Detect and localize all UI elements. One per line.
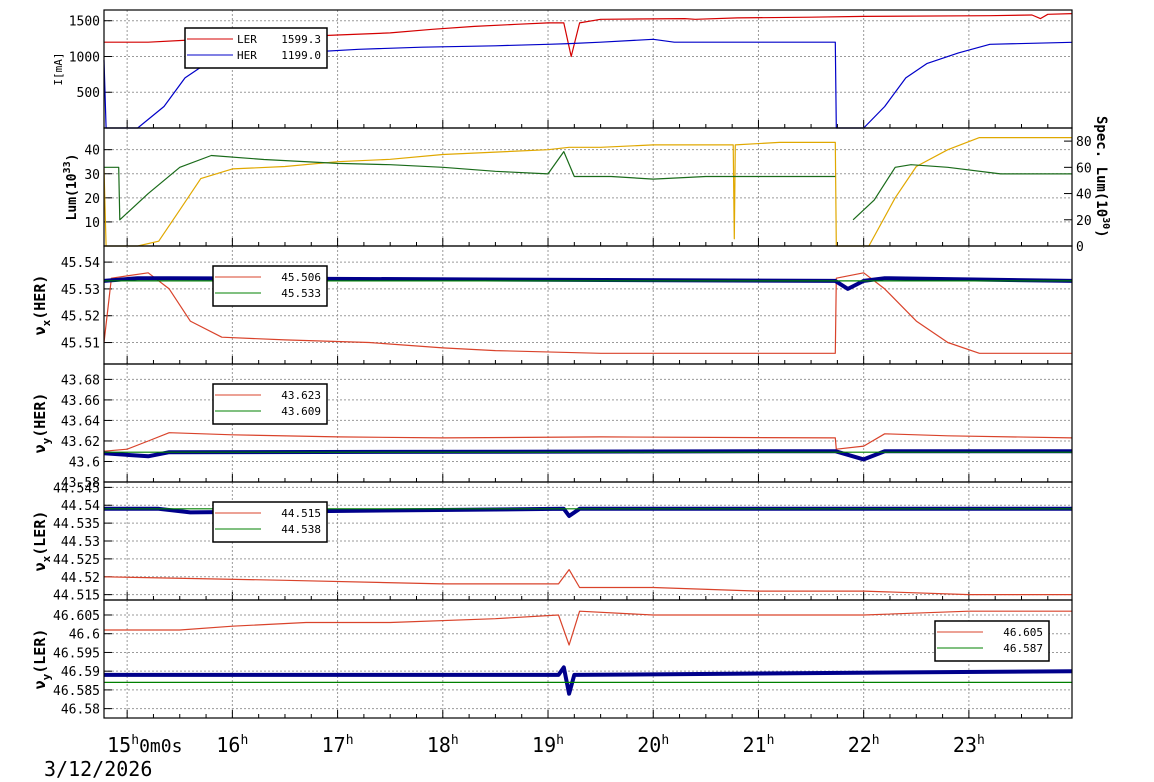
legend-nux_ler: 44.515 44.538 bbox=[212, 501, 328, 543]
y-tick-label: 43.6 bbox=[69, 455, 100, 470]
series-line-Lum bbox=[103, 137, 1072, 247]
y-tick-label: 46.6 bbox=[69, 628, 100, 643]
legend-nux_her: 45.506 45.533 bbox=[212, 265, 328, 307]
y-tick-label: 45.52 bbox=[61, 310, 100, 325]
series-line-set bbox=[104, 610, 1072, 646]
x-tick-label: 22h bbox=[848, 733, 880, 757]
x-tick-label: 15h0m0s bbox=[107, 733, 182, 757]
legend-value: 46.605 bbox=[1003, 626, 1043, 639]
legend-box bbox=[212, 501, 328, 543]
legend-value: 46.587 bbox=[1003, 642, 1043, 655]
y-axis-label: I[mA] bbox=[52, 52, 65, 85]
x-tick-label: 18h bbox=[427, 733, 459, 757]
panel-current: 500 1000 1500 I[mA] LER 1599.3 HER 1199.0 bbox=[52, 9, 1073, 129]
panel-frame bbox=[103, 599, 1073, 719]
series-line-set bbox=[103, 432, 1073, 452]
x-tick-label: 16h bbox=[216, 733, 248, 757]
series-line-set bbox=[103, 272, 1072, 354]
right-y-tick-label: 80 bbox=[1076, 135, 1092, 150]
legend-name: LER bbox=[237, 33, 257, 46]
legend-value: 44.538 bbox=[281, 523, 321, 536]
panel-nux_ler: 44.515 44.52 44.525 44.53 44.535 44.54 44.545ν… bbox=[31, 481, 1073, 604]
y-tick-label: 44.54 bbox=[61, 499, 100, 514]
y-tick-label: 44.52 bbox=[61, 571, 100, 586]
y-tick-label: 45.53 bbox=[61, 283, 100, 298]
right-y-tick-label: 20 bbox=[1076, 214, 1092, 229]
y-axis-label: νx(LER) bbox=[31, 511, 53, 572]
legend-box bbox=[212, 383, 328, 425]
panel-frame bbox=[103, 127, 1073, 247]
y-axis-label: Lum(1033) bbox=[62, 154, 80, 221]
series-line-HER bbox=[103, 38, 1073, 129]
y-tick-label: 45.54 bbox=[61, 256, 100, 271]
panel-nuy_her: 43.58 43.6 43.62 43.64 43.66 43.68 νy(HER) 43.6… bbox=[31, 363, 1073, 491]
legend-current: LER 1599.3 HER 1199.0 bbox=[184, 27, 328, 69]
series-line-meas bbox=[103, 276, 1073, 291]
right-y-tick-label: 0 bbox=[1076, 240, 1084, 255]
y-tick-label: 1500 bbox=[69, 15, 100, 30]
y-tick-label: 30 bbox=[84, 168, 100, 183]
legend-value: 44.515 bbox=[281, 507, 321, 520]
legend-name: HER bbox=[237, 49, 257, 62]
date-label: 3/12/2026 bbox=[44, 757, 152, 781]
y-axis-label: νy(HER) bbox=[31, 393, 53, 454]
legend-value: 1599.3 bbox=[281, 33, 321, 46]
x-tick-label: 19h bbox=[532, 733, 564, 757]
y-tick-label: 46.595 bbox=[53, 646, 100, 661]
y-tick-label: 46.59 bbox=[61, 665, 100, 680]
y-tick-label: 20 bbox=[84, 192, 100, 207]
right-y-tick-label: 60 bbox=[1076, 161, 1092, 176]
y-tick-label: 45.51 bbox=[61, 337, 100, 352]
right-y-tick-label: 40 bbox=[1076, 188, 1092, 203]
y-axis-label: νx(HER) bbox=[31, 275, 53, 336]
legend-value: 43.623 bbox=[281, 389, 321, 402]
y-tick-label: 43.58 bbox=[61, 476, 100, 491]
x-tick-label: 17h bbox=[322, 733, 354, 757]
legend-value: 45.506 bbox=[281, 271, 321, 284]
panel-nux_her: 45.51 45.52 45.53 45.54 νx(HER) 45.506 45.533 bbox=[31, 245, 1073, 365]
legend-value: 45.533 bbox=[281, 287, 321, 300]
y-tick-label: 44.545 bbox=[53, 481, 100, 496]
y-tick-label: 43.64 bbox=[61, 414, 100, 429]
legend-value: 43.609 bbox=[281, 405, 321, 418]
y-tick-label: 43.66 bbox=[61, 394, 100, 409]
y-tick-label: 500 bbox=[77, 86, 100, 101]
legend-value: 1199.0 bbox=[281, 49, 321, 62]
y-tick-label: 10 bbox=[84, 216, 100, 231]
legend-nuy_ler: 46.605 46.587 bbox=[934, 620, 1050, 662]
y-tick-label: 43.62 bbox=[61, 435, 100, 450]
panel-lum: 10 20 30 40 0 20 40 60 80 Spec. Lum(1030) Lum(1033… bbox=[62, 116, 1111, 255]
legend-box bbox=[184, 27, 328, 69]
y-tick-label: 44.53 bbox=[61, 535, 100, 550]
y-tick-label: 44.515 bbox=[53, 589, 100, 604]
x-tick-label: 23h bbox=[953, 733, 985, 757]
y-tick-label: 44.535 bbox=[53, 517, 100, 532]
legend-box bbox=[212, 265, 328, 307]
series-line-Spec bbox=[104, 151, 1072, 221]
y-tick-label: 46.585 bbox=[53, 684, 100, 699]
x-tick-label: 20h bbox=[637, 733, 669, 757]
right-y-axis-label: Spec. Lum(1030) bbox=[1093, 116, 1111, 238]
y-tick-label: 46.605 bbox=[53, 609, 100, 624]
legend-nuy_her: 43.623 43.609 bbox=[212, 383, 328, 425]
series-line-set bbox=[103, 569, 1072, 596]
x-tick-label: 21h bbox=[742, 733, 774, 757]
y-axis-label: νy(LER) bbox=[31, 629, 53, 690]
y-tick-label: 43.68 bbox=[61, 373, 100, 388]
series-line-meas bbox=[104, 665, 1073, 696]
y-tick-label: 40 bbox=[84, 144, 100, 159]
legend-box bbox=[934, 620, 1050, 662]
series-line-meas bbox=[103, 449, 1072, 462]
y-tick-label: 46.58 bbox=[61, 703, 100, 718]
y-tick-label: 1000 bbox=[69, 50, 100, 65]
y-tick-label: 44.525 bbox=[53, 553, 100, 568]
